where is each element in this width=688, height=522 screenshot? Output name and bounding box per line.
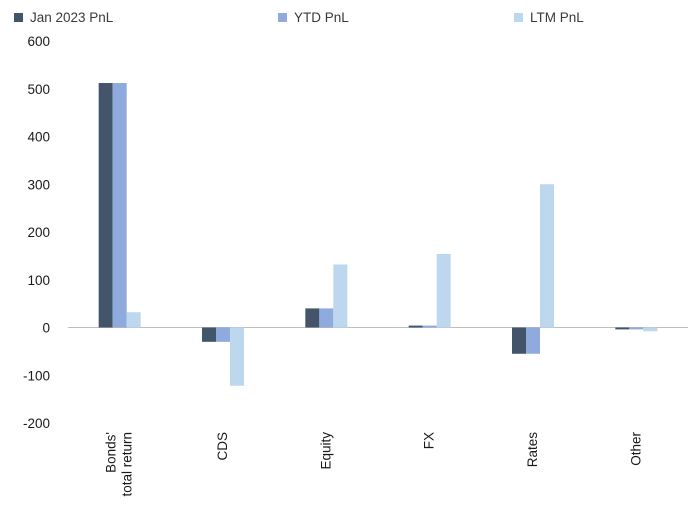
y-axis: 600 500 400 300 200 100 0 -100 -200 (23, 34, 50, 431)
bar (112, 83, 127, 328)
x-category-label-line: Other (628, 431, 643, 465)
x-category-label-line: Rates (525, 432, 540, 468)
bar (202, 327, 216, 342)
bar (319, 308, 334, 328)
y-tick-label: 600 (27, 34, 50, 49)
bar (615, 327, 630, 330)
x-category-label: FX (422, 432, 437, 449)
x-category-label: Rates (525, 432, 540, 468)
bar (643, 327, 658, 332)
x-category-label-line: CDS (215, 432, 230, 461)
x-category-label-line: Bonds' (104, 432, 119, 473)
bar (540, 184, 554, 328)
legend-swatch (514, 13, 523, 22)
legend-label: Jan 2023 PnL (30, 10, 114, 25)
y-tick-label: 200 (27, 225, 50, 240)
legend-label: LTM PnL (530, 10, 584, 25)
bar (512, 327, 526, 354)
x-category-label-line: FX (422, 432, 437, 449)
y-tick-label: 100 (27, 273, 50, 288)
bar (126, 312, 141, 328)
bar (526, 327, 540, 354)
bars (98, 83, 658, 386)
legend-swatch (14, 13, 23, 22)
bar (333, 264, 348, 328)
y-tick-label: -200 (23, 416, 50, 431)
y-tick-label: 300 (27, 177, 50, 192)
bar (436, 253, 451, 328)
bar (216, 327, 230, 342)
bar (230, 327, 244, 386)
y-tick-label: 400 (27, 130, 50, 145)
x-category-label: Other (628, 431, 643, 465)
legend-swatch (278, 13, 287, 22)
bar (98, 83, 113, 328)
x-category-label: Bonds'total return (104, 432, 135, 497)
x-category-label: CDS (215, 432, 230, 461)
x-category-label: Equity (318, 432, 333, 470)
x-axis: Bonds'total return CDS Equity FX Rates Other (104, 431, 644, 496)
bar (422, 325, 437, 328)
legend-label: YTD PnL (294, 10, 349, 25)
bar (629, 327, 644, 330)
x-category-label-line: total return (120, 432, 135, 497)
bar (305, 308, 320, 328)
bar (408, 325, 423, 328)
y-tick-label: -100 (23, 368, 50, 383)
legend: Jan 2023 PnL YTD PnL LTM PnL (14, 10, 584, 25)
x-category-label-line: Equity (318, 432, 333, 470)
y-tick-label: 0 (42, 321, 50, 336)
y-tick-label: 500 (27, 82, 50, 97)
